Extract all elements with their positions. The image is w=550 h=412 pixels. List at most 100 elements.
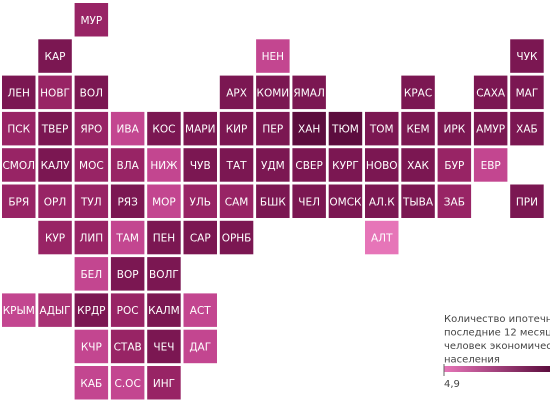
tile-rect	[183, 184, 217, 218]
region-tile: ЛИП	[74, 220, 109, 255]
tile-rect	[401, 75, 435, 110]
region-tile: ВОЛГ	[147, 257, 181, 291]
tile-label: ЧУК	[516, 51, 538, 63]
tile-rect	[256, 75, 290, 110]
tile-label: ЧЕЛ	[298, 196, 320, 208]
tile-rect	[147, 220, 181, 255]
tile-label: ТАМ	[115, 233, 139, 245]
region-tile: ИНГ	[147, 366, 181, 400]
tile-label: ИРК	[444, 124, 466, 136]
region-tile: ОРНБ	[219, 220, 254, 255]
tile-rect	[110, 220, 145, 255]
tile-rect	[365, 111, 399, 146]
tile-label: КЕМ	[406, 124, 429, 136]
region-tile: ПРИ	[510, 184, 544, 218]
tile-rect	[219, 111, 254, 146]
tile-rect	[256, 39, 290, 73]
region-tile: ВОР	[110, 257, 145, 291]
tile-rect	[365, 184, 399, 218]
tile-label: БЕЛ	[80, 269, 102, 281]
tile-label: КРДР	[77, 305, 105, 317]
region-tile: НЕН	[256, 39, 290, 73]
tile-label: КИР	[226, 124, 248, 136]
tile-rect	[110, 257, 145, 291]
region-tile: ЧУВ	[183, 148, 217, 182]
region-tile: КУР	[38, 220, 72, 255]
region-tile: НОВО	[365, 148, 399, 182]
region-tile: БУР	[437, 148, 472, 182]
region-tile: ПЕН	[147, 220, 181, 255]
region-tile: САР	[183, 220, 217, 255]
region-tile: ХАБ	[510, 111, 544, 146]
tile-label: ПРИ	[516, 196, 538, 208]
region-tile: ИРК	[437, 111, 472, 146]
tile-rect	[147, 184, 181, 218]
tile-rect	[183, 148, 217, 182]
tile-rect	[38, 75, 72, 110]
region-tile: СМОЛ	[2, 148, 36, 182]
tile-label: ТАТ	[226, 160, 248, 172]
legend-title-line: человек экономическ	[444, 341, 550, 352]
tile-label: МАГ	[516, 87, 539, 99]
region-tile: ДАГ	[183, 329, 217, 364]
tile-rect	[219, 184, 254, 218]
tile-label: ХАБ	[516, 124, 538, 136]
tile-label: АРХ	[226, 87, 247, 99]
tile-label: ХАК	[407, 160, 429, 172]
tile-rect	[74, 184, 109, 218]
tile-rect	[473, 111, 508, 146]
tile-rect	[256, 148, 290, 182]
region-tile: КИР	[219, 111, 254, 146]
tile-label: НОВО	[366, 160, 398, 172]
region-tile: ОРЛ	[38, 184, 72, 218]
tile-label: САР	[190, 233, 211, 245]
tile-label: ТЮМ	[331, 124, 359, 136]
region-tile: МОР	[147, 184, 181, 218]
tile-label: НЕН	[262, 51, 284, 63]
tile-rect	[38, 184, 72, 218]
legend-title-line: последние 12 месяцев	[444, 328, 550, 339]
tile-label: КРАС	[404, 87, 432, 99]
tile-rect	[328, 184, 363, 218]
region-tile: КРАС	[401, 75, 435, 110]
region-tile: ЗАБ	[437, 184, 472, 218]
legend: 4,9 Количество ипотечных последние 12 мес…	[443, 314, 550, 390]
tile-label: ЯМАЛ	[293, 87, 324, 99]
tile-label: РОС	[117, 305, 139, 317]
tile-label: ХАН	[298, 124, 320, 136]
tile-label: ЛИП	[80, 233, 104, 245]
tile-rect	[328, 111, 363, 146]
tile-rect	[147, 366, 181, 400]
tile-label: ВОЛ	[80, 87, 103, 99]
tile-label: САМ	[225, 196, 249, 208]
region-tile: КРЫМ	[2, 293, 36, 327]
tile-rect	[74, 148, 109, 182]
tile-rect	[510, 184, 544, 218]
region-tile: РОС	[110, 293, 145, 327]
tile-label: ОРЛ	[44, 196, 67, 208]
region-tile: ЯМАЛ	[292, 75, 326, 110]
tile-label: МОР	[152, 196, 176, 208]
region-tile: ПСК	[2, 111, 36, 146]
tile-rect	[510, 39, 544, 73]
tile-label: С.ОС	[115, 378, 141, 390]
legend-min-label: 4,9	[444, 379, 460, 390]
region-tile: ТАТ	[219, 148, 254, 182]
tile-rect	[110, 366, 145, 400]
tile-rect	[147, 293, 181, 327]
tile-rect	[38, 111, 72, 146]
region-tile: ХАН	[292, 111, 326, 146]
tile-rect	[292, 148, 326, 182]
tile-rect	[74, 257, 109, 291]
region-tile: МАРИ	[183, 111, 217, 146]
tile-rect	[38, 148, 72, 182]
tile-label: СМОЛ	[2, 160, 35, 172]
tile-label: АЛТ	[371, 233, 393, 245]
region-tile: КАЛМ	[147, 293, 181, 327]
region-tile: МУР	[74, 3, 109, 37]
region-tile: ЧЕЛ	[292, 184, 326, 218]
tile-label: КРЫМ	[3, 305, 35, 317]
tile-label: ОМСК	[329, 196, 362, 208]
region-tile: ТУЛ	[74, 184, 109, 218]
